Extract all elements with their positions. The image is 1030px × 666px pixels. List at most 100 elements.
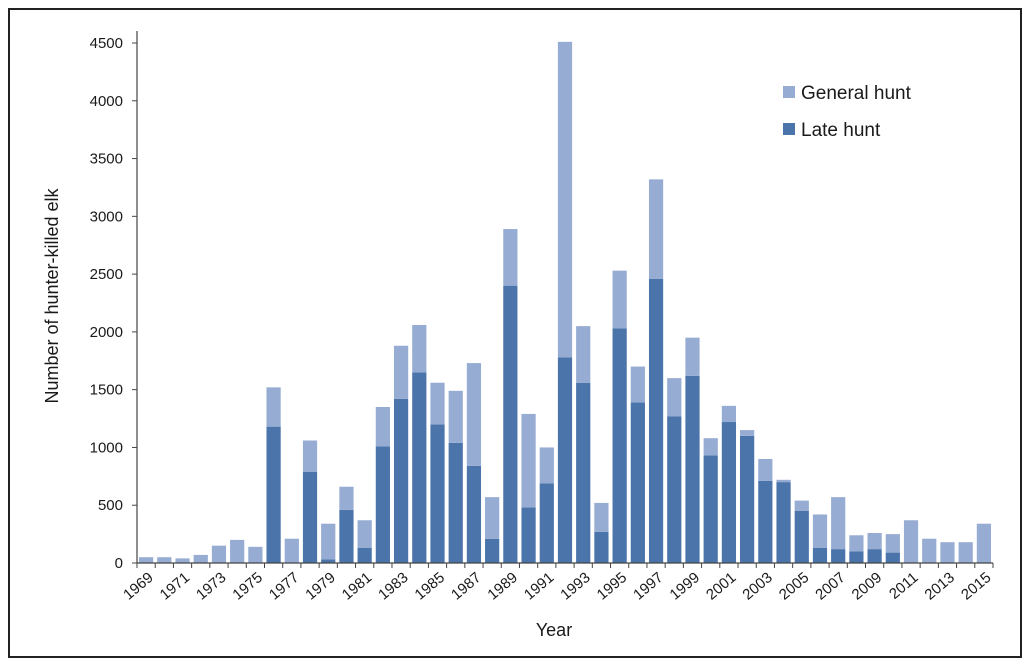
bar-general-hunt-2011 (903, 520, 919, 563)
bar-general-hunt-2005 (794, 500, 809, 511)
bar-late-hunt-2005 (794, 511, 809, 563)
bar-general-hunt-1998 (667, 378, 682, 417)
bar-general-hunt-2001 (721, 405, 737, 423)
y-tick-label: 1000 (90, 439, 123, 456)
bar-general-hunt-2004 (776, 479, 791, 483)
y-tick-label: 2000 (90, 324, 123, 341)
bar-late-hunt-2006 (812, 547, 828, 563)
bar-general-hunt-1976 (266, 387, 281, 427)
x-tick-label: 1981 (339, 569, 375, 603)
y-axis-ticks: 0 500 1000 1500 2000 2500 3000 3500 4000 4500 (90, 35, 137, 572)
x-tick-label: 1985 (412, 569, 448, 603)
bar-general-hunt-1971 (175, 558, 190, 563)
bar-general-hunt-1994 (594, 502, 609, 532)
bar-general-hunt-1985 (430, 382, 445, 425)
bar-late-hunt-1995 (612, 328, 627, 563)
bar-general-hunt-2014 (958, 542, 973, 563)
bar-general-hunt-1979 (321, 523, 336, 560)
x-tick-label: 1971 (157, 569, 193, 603)
bar-general-hunt-1992 (557, 41, 573, 358)
bar-general-hunt-1977 (284, 538, 299, 563)
bar-late-hunt-1985 (430, 424, 445, 563)
x-tick-label: 2001 (703, 569, 739, 603)
bar-late-hunt-1979 (321, 559, 336, 563)
bar-late-hunt-2002 (740, 435, 755, 563)
x-axis-ticks: 1969 1971 1973 1975 1977 1979 1981 1983 1985 1987… (120, 563, 994, 604)
bar-general-hunt-1983 (393, 345, 409, 399)
bar-general-hunt-2007 (831, 497, 846, 550)
bar-general-hunt-2000 (703, 438, 718, 456)
bar-general-hunt-1982 (375, 407, 390, 447)
y-tick-label: 0 (115, 555, 123, 572)
x-tick-label: 2009 (849, 569, 885, 603)
y-axis-title: Number of hunter-killed elk (42, 187, 62, 403)
bar-general-hunt-1980 (339, 486, 354, 510)
y-tick-label: 2500 (90, 266, 123, 283)
x-axis-title: Year (536, 620, 572, 640)
bar-late-hunt-1992 (557, 357, 573, 563)
bar-general-hunt-1988 (485, 497, 500, 539)
bar-late-hunt-1976 (266, 426, 281, 563)
bars-group (139, 41, 991, 563)
bar-late-hunt-1990 (521, 507, 536, 563)
bar-general-hunt-1984 (412, 324, 427, 373)
bar-general-hunt-1975 (248, 546, 263, 563)
y-tick-label: 3000 (90, 208, 123, 225)
bar-general-hunt-1990 (521, 413, 536, 508)
bar-late-hunt-1978 (302, 471, 318, 563)
bar-general-hunt-1972 (193, 554, 208, 563)
bar-late-hunt-1981 (357, 547, 372, 563)
bar-general-hunt-2009 (867, 532, 882, 550)
x-tick-label: 2011 (886, 569, 922, 603)
bar-late-hunt-1994 (594, 531, 609, 563)
bar-late-hunt-2008 (849, 551, 864, 563)
bar-late-hunt-1993 (576, 382, 591, 563)
bar-general-hunt-1987 (466, 363, 482, 466)
x-tick-label: 1979 (302, 569, 338, 603)
legend-swatch-late-hunt (783, 123, 795, 135)
bar-late-hunt-2007 (831, 549, 846, 563)
bar-general-hunt-2008 (849, 535, 864, 552)
y-tick-label: 3500 (90, 151, 123, 168)
y-tick-label: 4500 (90, 35, 123, 52)
x-tick-label: 1973 (193, 569, 229, 603)
x-tick-label: 1995 (594, 569, 630, 603)
y-tick-label: 500 (98, 497, 123, 514)
y-tick-label: 1500 (90, 382, 123, 399)
x-tick-label: 1999 (667, 569, 703, 603)
bar-late-hunt-2001 (721, 422, 737, 563)
bar-late-hunt-2010 (885, 552, 900, 563)
bar-general-hunt-2003 (758, 459, 773, 481)
x-tick-label: 1983 (375, 569, 411, 603)
legend: General hunt Late hunt (783, 83, 912, 141)
bar-general-hunt-1970 (157, 557, 172, 563)
bar-general-hunt-1986 (448, 390, 463, 443)
bar-general-hunt-1981 (357, 520, 372, 548)
x-tick-label: 1969 (120, 569, 156, 603)
bar-general-hunt-2006 (812, 514, 828, 548)
bar-general-hunt-1969 (139, 557, 154, 563)
x-tick-label: 1997 (630, 569, 666, 603)
bar-general-hunt-1993 (576, 326, 591, 383)
legend-label-general-hunt: General hunt (801, 83, 912, 104)
x-tick-label: 1977 (266, 569, 302, 603)
bar-late-hunt-2009 (867, 549, 882, 563)
bar-late-hunt-1986 (448, 442, 463, 563)
bar-late-hunt-1989 (503, 285, 518, 563)
bar-general-hunt-1989 (503, 229, 518, 286)
legend-label-late-hunt: Late hunt (801, 120, 881, 141)
bar-general-hunt-1973 (211, 545, 227, 563)
bar-late-hunt-1982 (375, 446, 390, 563)
y-tick-label: 4000 (90, 93, 123, 110)
x-tick-label: 2013 (922, 569, 958, 603)
bar-general-hunt-2012 (922, 538, 937, 563)
x-tick-label: 1991 (521, 569, 557, 603)
bar-general-hunt-2015 (976, 523, 991, 563)
bar-general-hunt-2002 (740, 430, 755, 436)
bar-late-hunt-1984 (412, 372, 427, 563)
x-tick-label: 2015 (958, 569, 994, 603)
bar-late-hunt-1991 (539, 483, 554, 563)
bar-late-hunt-1987 (466, 465, 482, 563)
bar-general-hunt-1991 (539, 447, 554, 484)
